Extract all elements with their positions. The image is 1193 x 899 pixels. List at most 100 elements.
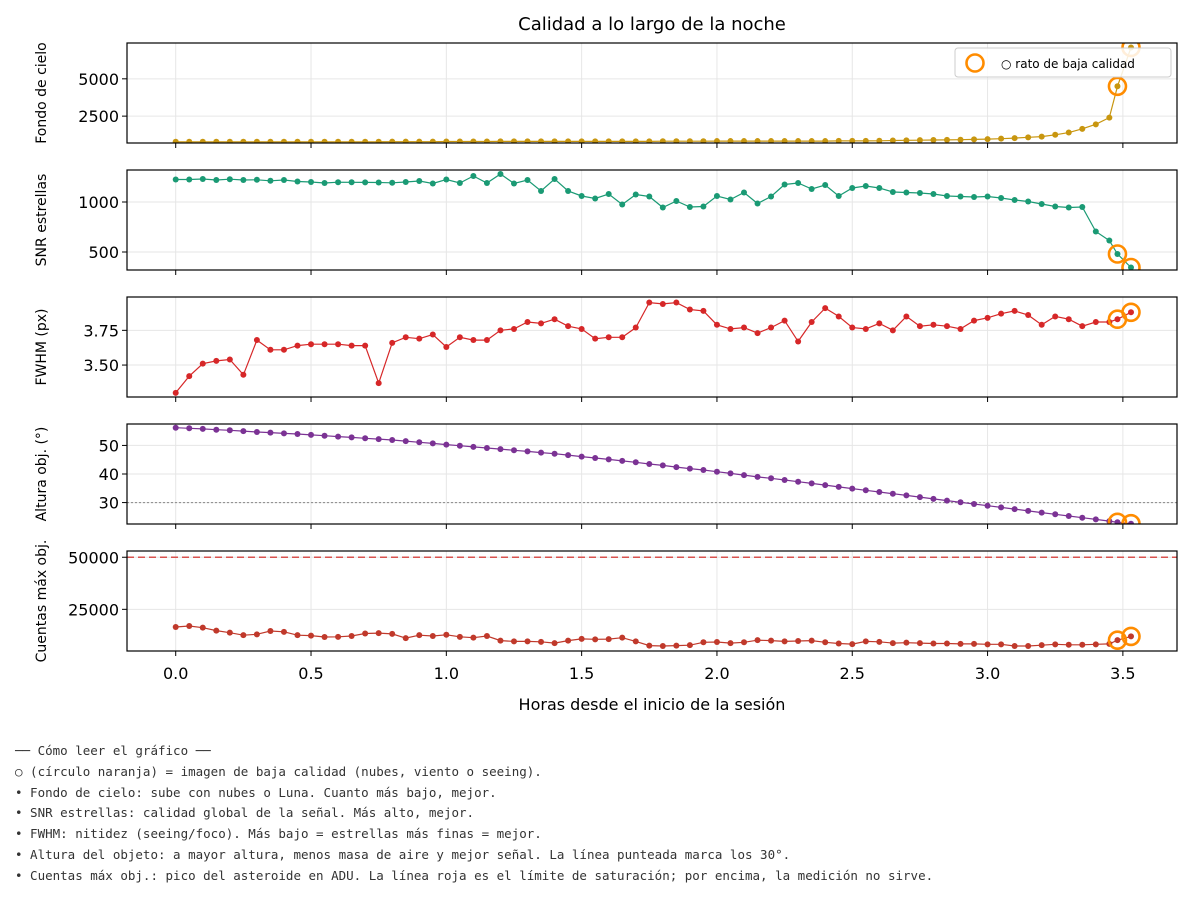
data-point <box>781 181 788 188</box>
data-point <box>971 194 978 200</box>
data-point <box>903 189 910 196</box>
data-point <box>862 487 869 494</box>
data-point <box>1127 520 1134 524</box>
data-point <box>565 452 572 459</box>
data-point <box>1052 203 1059 210</box>
data-point <box>700 138 707 143</box>
data-point <box>1065 641 1072 648</box>
data-point <box>781 138 788 143</box>
data-point <box>565 138 572 143</box>
data-point <box>429 138 436 143</box>
data-point <box>849 641 856 648</box>
data-point <box>741 138 748 143</box>
data-point <box>781 638 788 645</box>
data-point <box>335 138 342 143</box>
data-point <box>646 642 653 649</box>
data-point <box>835 137 842 143</box>
data-point <box>483 138 490 143</box>
data-point <box>930 640 937 647</box>
data-point <box>822 138 829 143</box>
data-point <box>362 179 369 186</box>
y-tick-label: 5000 <box>78 70 119 89</box>
data-point <box>335 179 342 186</box>
data-point <box>808 186 815 192</box>
data-point <box>213 177 220 183</box>
data-point <box>1079 204 1086 210</box>
low-quality-marker <box>1107 244 1128 264</box>
data-point <box>700 639 707 646</box>
data-point <box>781 477 788 483</box>
data-point <box>659 138 666 143</box>
y-axis-label: Altura obj. (°) <box>34 427 50 522</box>
data-point <box>835 483 842 490</box>
data-point <box>632 638 639 645</box>
data-point <box>267 138 274 143</box>
data-point <box>754 200 761 207</box>
data-point <box>659 300 666 307</box>
data-point <box>1011 197 1018 203</box>
data-point <box>605 636 612 643</box>
data-point <box>1079 125 1086 132</box>
data-point <box>822 305 829 312</box>
data-point <box>768 324 775 331</box>
data-point <box>456 138 463 143</box>
data-point <box>835 640 842 647</box>
data-point <box>240 177 247 183</box>
data-point <box>199 360 206 367</box>
data-point <box>1025 643 1032 649</box>
data-point <box>321 634 328 641</box>
panel-frame <box>126 550 1178 652</box>
data-point <box>862 325 869 332</box>
data-point <box>172 176 179 183</box>
y-axis-label: Cuentas máx obj. <box>34 540 50 663</box>
data-point <box>470 173 477 179</box>
data-point <box>578 453 585 460</box>
data-point <box>267 429 274 436</box>
data-point <box>362 342 369 349</box>
notes-line: • SNR estrellas: calidad global de la se… <box>15 805 475 821</box>
data-point <box>402 334 409 341</box>
data-point <box>213 426 220 433</box>
series-group <box>172 299 1141 396</box>
data-point <box>1065 129 1072 136</box>
data-point <box>524 638 531 645</box>
data-point <box>321 432 328 439</box>
data-point <box>551 640 558 647</box>
data-point <box>713 138 720 143</box>
data-point <box>754 138 761 143</box>
notes-line: ○ (círculo naranja) = imagen de baja cal… <box>15 763 542 779</box>
data-point <box>1127 633 1134 640</box>
data-point <box>578 193 585 199</box>
data-point <box>524 177 531 183</box>
data-point <box>930 495 937 502</box>
data-point <box>971 317 978 324</box>
data-point <box>497 446 504 453</box>
data-point <box>578 325 585 332</box>
data-point <box>362 435 369 442</box>
data-point <box>605 138 612 143</box>
data-point <box>862 638 869 645</box>
data-point <box>199 425 206 432</box>
panel-1: 500 1000 SNR estrellas <box>34 169 1178 275</box>
x-tick-label: 0.0 <box>163 664 188 683</box>
data-point <box>1065 204 1072 211</box>
legend-label: ○ rato de baja calidad <box>1001 57 1135 71</box>
data-point <box>348 342 355 349</box>
data-point <box>1052 131 1059 138</box>
data-point <box>389 138 396 143</box>
chart-panels: 2500 5000 Fondo de cielo 500 1000 SNR estrell… <box>34 42 1178 683</box>
data-point <box>240 632 247 639</box>
data-point <box>470 634 477 641</box>
data-point <box>240 428 247 435</box>
data-point <box>632 459 639 466</box>
data-point <box>565 637 572 644</box>
chart-title: Calidad a lo largo de la noche <box>518 14 786 35</box>
data-point <box>984 502 991 509</box>
data-point <box>199 138 206 143</box>
data-point <box>1025 507 1032 514</box>
data-point <box>1011 307 1018 314</box>
low-quality-marker <box>1107 512 1128 524</box>
data-point <box>416 439 423 446</box>
data-point <box>389 630 396 637</box>
data-point <box>335 433 342 440</box>
